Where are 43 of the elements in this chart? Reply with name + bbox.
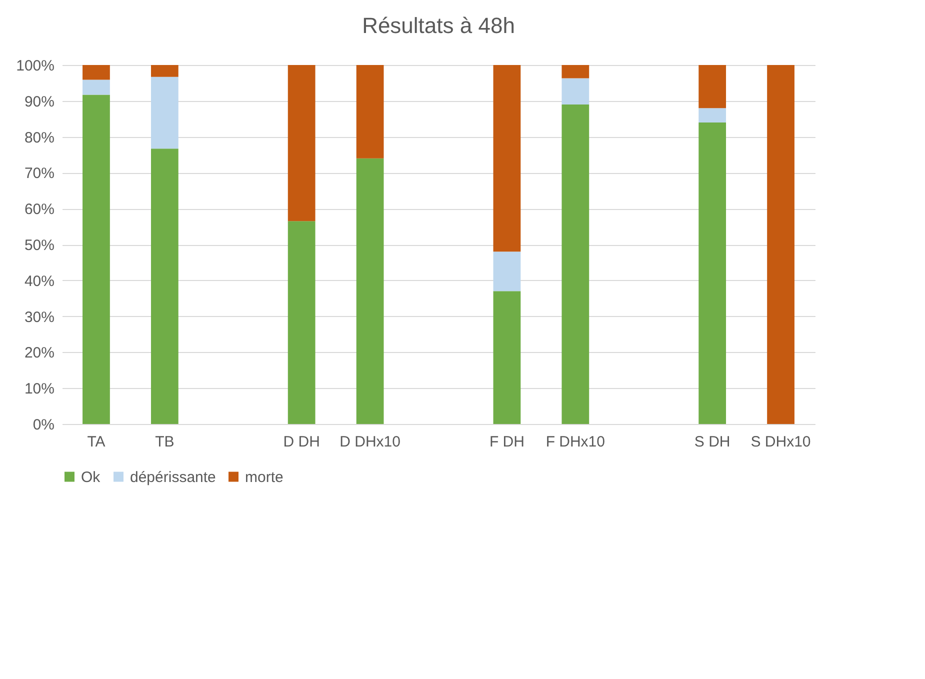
bar [82,65,110,80]
x-tick-label: S DHx10 [750,434,811,450]
chart-title: Résultats à 48h [362,13,515,38]
x-tick-label: D DHx10 [340,434,400,450]
legend-label: Ok [81,468,101,486]
y-tick-label: 0% [32,416,54,434]
bar [562,65,590,78]
bar [493,252,521,292]
x-tick-label: TB [155,434,174,450]
y-tick-label: 90% [24,93,54,110]
y-tick-label: 80% [24,129,54,146]
y-tick-label: 50% [24,237,54,254]
x-tick-label: S DH [694,434,730,450]
bar [288,65,316,222]
bar [150,65,178,77]
bar [82,80,110,95]
bar [356,158,384,424]
bar [698,65,726,108]
bar [493,65,521,252]
y-tick-label: 100% [16,58,54,74]
bar [150,76,178,149]
bar [150,148,178,424]
y-tick-label: 20% [24,344,54,362]
y-tick-label: 30% [24,308,54,326]
x-tick-label: F DHx10 [546,434,606,450]
bar [493,291,521,424]
bar [562,78,590,104]
x-tick-label: D DH [283,434,320,450]
bar [698,108,726,122]
legend-label: dépérissante [130,468,216,486]
bar [562,104,590,424]
bar [82,94,110,424]
x-tick-label: TA [87,434,106,450]
y-tick-label: 10% [24,380,54,398]
y-tick-label: 70% [24,165,54,182]
y-tick-label: 60% [24,201,54,218]
bar [767,65,794,424]
x-tick-label: F DH [489,434,524,450]
legend-label: morte [245,468,284,486]
y-tick-label: 40% [24,272,54,290]
bar [356,65,384,158]
bar [288,221,316,424]
bar [698,122,726,424]
